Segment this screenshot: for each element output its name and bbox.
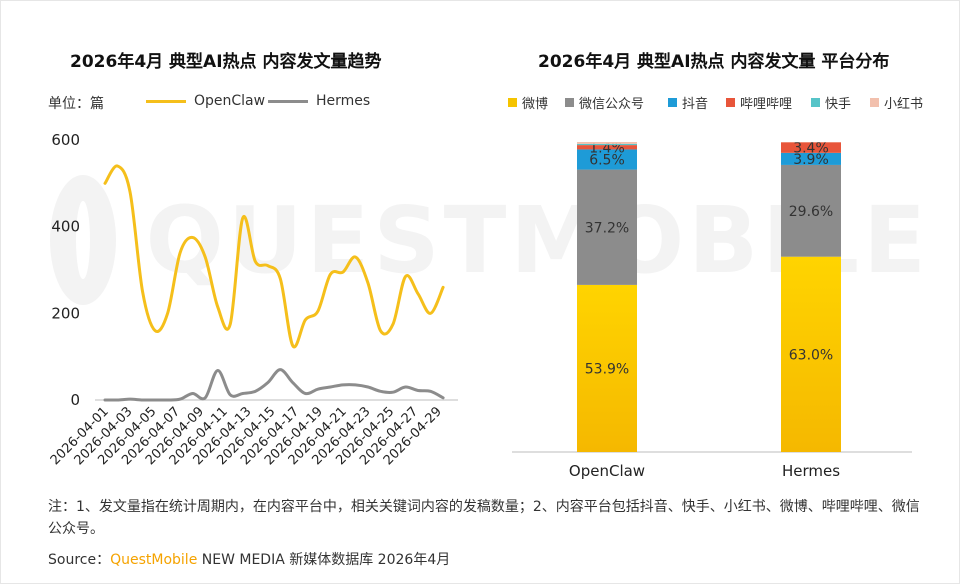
legend-swatch — [268, 99, 308, 103]
bar-segment-openclaw — [577, 143, 637, 146]
bar-segment-openclaw — [577, 145, 637, 150]
y-tick-label: 0 — [70, 391, 80, 409]
bar-segment-openclaw — [577, 284, 637, 452]
source-prefix: Source： — [48, 552, 111, 568]
bar-segment-openclaw — [577, 169, 637, 285]
legend-label: 快手 — [825, 97, 852, 112]
data-label: 29.6% — [789, 204, 833, 220]
data-label: 6.5% — [589, 153, 625, 169]
legend-label: OpenClaw — [194, 93, 266, 109]
legend-item: 抖音 — [668, 93, 708, 112]
legend-item: 微信公众号 — [565, 93, 644, 112]
series-line-openclaw — [103, 164, 445, 349]
legend-swatch — [146, 99, 186, 103]
legend-item: 小红书 — [870, 93, 923, 112]
legend-label: 微博 — [522, 97, 549, 112]
legend-label: Hermes — [316, 93, 371, 109]
legend-label: 抖音 — [682, 97, 709, 112]
legend-swatch — [870, 98, 879, 107]
legend-openclaw: OpenClaw — [146, 93, 265, 109]
legend-swatch — [565, 98, 574, 107]
bar-segment-openclaw — [577, 142, 637, 144]
bar-segment-hermes — [781, 142, 841, 153]
category-label: OpenClaw — [569, 462, 645, 480]
bar-segment-hermes — [781, 164, 841, 257]
data-label: 37.2% — [585, 220, 629, 236]
bar-segment-hermes — [781, 152, 841, 165]
data-label: 63.0% — [789, 347, 833, 363]
bar-segment-openclaw — [577, 149, 637, 170]
source-brand: QuestMobile — [110, 552, 198, 568]
legend-swatch — [726, 98, 735, 107]
legend-swatch — [668, 98, 677, 107]
y-tick-label: 200 — [51, 304, 80, 322]
legend-label: 哔哩哔哩 — [740, 97, 793, 112]
unit-label: 单位：篇 — [48, 96, 104, 112]
legend-item: 哔哩哔哩 — [726, 93, 792, 112]
legend-item: 快手 — [811, 93, 851, 112]
category-label: Hermes — [782, 462, 840, 480]
left-chart-title: 2026年4月 典型AI热点 内容发文量趋势 — [70, 52, 382, 72]
footnote: 注：1、发文量指在统计周期内，在内容平台中，相关关键词内容的发稿数量；2、内容平… — [48, 499, 920, 537]
source-line: Source：QuestMobile NEW MEDIA 新媒体数据库 2026… — [48, 549, 450, 569]
y-tick-label: 600 — [51, 131, 80, 149]
legend-hermes: Hermes — [268, 93, 370, 109]
series-line-hermes — [103, 368, 445, 402]
legend-item: 微博 — [508, 93, 548, 112]
legend-label: 微信公众号 — [579, 97, 645, 112]
data-label: 3.9% — [793, 152, 829, 168]
legend-swatch — [811, 98, 820, 107]
source-rest: NEW MEDIA 新媒体数据库 2026年4月 — [197, 552, 451, 568]
data-label: 3.4% — [793, 141, 829, 157]
data-label: 53.9% — [585, 361, 629, 377]
bar-segment-hermes — [781, 256, 841, 452]
right-chart-title: 2026年4月 典型AI热点 内容发文量 平台分布 — [538, 52, 890, 72]
legend-swatch — [508, 98, 517, 107]
legend-label: 小红书 — [884, 97, 924, 112]
y-tick-label: 400 — [51, 218, 80, 236]
